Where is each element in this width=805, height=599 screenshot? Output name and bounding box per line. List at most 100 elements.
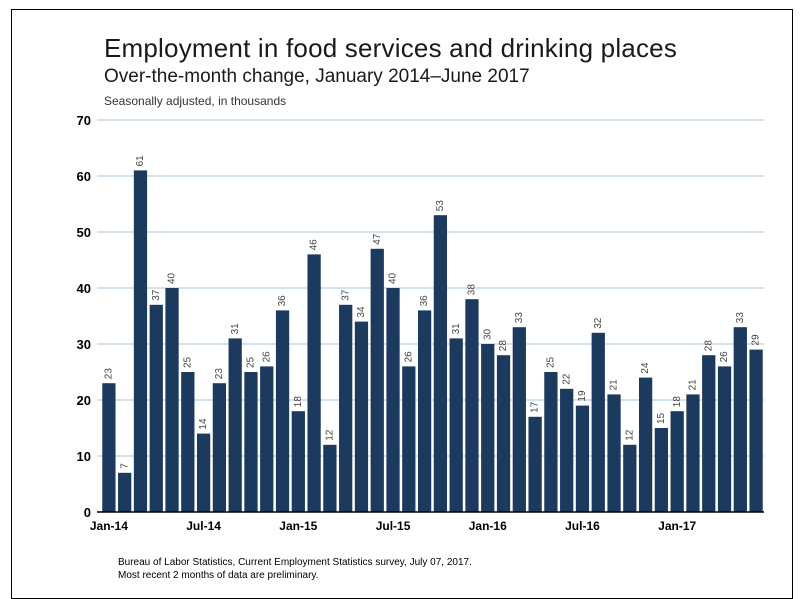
bar-Dec-16 bbox=[654, 428, 669, 512]
data-label-Feb-17: 21 bbox=[688, 379, 699, 391]
bar-Nov-16 bbox=[638, 377, 653, 512]
bar-Apr-15 bbox=[339, 304, 353, 512]
data-label-Jan-17: 18 bbox=[672, 396, 683, 408]
y-tick-label-20: 20 bbox=[77, 393, 91, 408]
bar-Feb-14 bbox=[118, 472, 132, 512]
data-label-Jul-16: 19 bbox=[577, 390, 588, 402]
bar-Jun-17 bbox=[749, 349, 763, 512]
bar-Aug-16 bbox=[591, 332, 605, 512]
source-line: Bureau of Labor Statistics, Current Empl… bbox=[118, 557, 472, 568]
bar-May-15 bbox=[354, 321, 369, 512]
bar-Dec-15 bbox=[465, 299, 479, 512]
bar-Jul-14 bbox=[196, 433, 211, 512]
data-label-Dec-14: 36 bbox=[277, 295, 288, 307]
bar-Jan-16 bbox=[481, 344, 495, 512]
bar-Mar-17 bbox=[702, 355, 716, 512]
bar-Feb-16 bbox=[496, 355, 511, 512]
data-label-Nov-15: 31 bbox=[451, 323, 462, 335]
data-label-Sep-16: 21 bbox=[609, 379, 620, 391]
bar-Dec-14 bbox=[275, 310, 290, 512]
y-tick-label-30: 30 bbox=[77, 337, 91, 352]
data-label-May-15: 34 bbox=[356, 306, 367, 318]
data-label-Aug-14: 23 bbox=[214, 368, 225, 380]
data-label-Jun-16: 22 bbox=[561, 373, 572, 385]
chart-subtitle: Over-the-month change, January 2014–June… bbox=[104, 66, 530, 87]
bar-Oct-15 bbox=[433, 215, 448, 512]
data-label-May-17: 33 bbox=[735, 312, 746, 324]
x-tick-label-Jan-14: Jan-14 bbox=[90, 519, 128, 533]
data-label-Oct-15: 53 bbox=[435, 200, 446, 212]
data-label-May-16: 25 bbox=[546, 356, 557, 368]
data-label-Jan-15: 18 bbox=[293, 396, 304, 408]
bar-Aug-14 bbox=[212, 383, 227, 512]
chart-title: Employment in food services and drinking… bbox=[104, 33, 678, 63]
data-label-Mar-16: 33 bbox=[514, 312, 525, 324]
x-tick-label-Jan-17: Jan-17 bbox=[658, 519, 696, 533]
data-label-Nov-16: 24 bbox=[640, 362, 651, 374]
data-label-Feb-15: 46 bbox=[309, 239, 320, 251]
bar-Jan-17 bbox=[670, 411, 684, 512]
bar-Mar-15 bbox=[323, 444, 337, 512]
bar-Oct-16 bbox=[623, 444, 637, 512]
data-label-Dec-16: 15 bbox=[656, 412, 667, 424]
bar-Mar-14 bbox=[133, 170, 148, 512]
bar-Apr-14 bbox=[149, 304, 163, 512]
data-label-Aug-15: 26 bbox=[403, 351, 414, 363]
data-label-Jul-15: 40 bbox=[388, 272, 399, 284]
bar-Feb-17 bbox=[686, 394, 700, 512]
preliminary-note: Most recent 2 months of data are prelimi… bbox=[118, 570, 319, 581]
bar-Jan-15 bbox=[291, 411, 305, 512]
data-label-Sep-15: 36 bbox=[419, 295, 430, 307]
data-label-Jul-14: 14 bbox=[198, 418, 209, 430]
bar-May-14 bbox=[165, 288, 179, 512]
data-label-Apr-14: 37 bbox=[151, 289, 162, 301]
data-label-Jun-15: 47 bbox=[372, 233, 383, 245]
data-label-Jun-14: 25 bbox=[182, 356, 193, 368]
units-note: Seasonally adjusted, in thousands bbox=[104, 94, 287, 108]
data-label-Jan-14: 23 bbox=[104, 368, 115, 380]
bar-Jun-15 bbox=[370, 248, 384, 513]
x-tick-label-Jul-16: Jul-16 bbox=[565, 519, 600, 533]
source-note: Bureau of Labor Statistics, Current Empl… bbox=[118, 556, 472, 582]
data-label-Mar-15: 12 bbox=[325, 429, 336, 441]
bar-Mar-16 bbox=[512, 327, 526, 512]
data-label-Feb-16: 28 bbox=[498, 340, 509, 352]
y-tick-label-70: 70 bbox=[77, 113, 91, 128]
y-tick-label-50: 50 bbox=[77, 225, 91, 240]
y-tick-label-10: 10 bbox=[77, 449, 91, 464]
bar-Nov-15 bbox=[449, 338, 463, 512]
x-tick-label-Jan-15: Jan-15 bbox=[279, 519, 317, 533]
data-label-Aug-16: 32 bbox=[593, 317, 604, 329]
bar-Sep-14 bbox=[228, 338, 242, 512]
x-tick-label-Jan-16: Jan-16 bbox=[469, 519, 507, 533]
data-label-Jun-17: 29 bbox=[751, 334, 762, 346]
bar-Sep-16 bbox=[607, 394, 621, 512]
bar-Jul-16 bbox=[575, 405, 590, 512]
data-label-Jan-16: 30 bbox=[482, 328, 493, 340]
bar-Sep-15 bbox=[417, 310, 432, 512]
x-tick-label-Jul-14: Jul-14 bbox=[186, 519, 221, 533]
data-label-Oct-14: 25 bbox=[246, 356, 257, 368]
y-tick-label-60: 60 bbox=[77, 169, 91, 184]
bar-Oct-14 bbox=[244, 372, 258, 512]
y-tick-label-40: 40 bbox=[77, 281, 91, 296]
bar-Nov-14 bbox=[260, 366, 274, 512]
bar-Feb-15 bbox=[307, 254, 321, 512]
bar-Apr-16 bbox=[528, 416, 542, 512]
bar-Jun-14 bbox=[181, 372, 195, 512]
data-label-Feb-14: 7 bbox=[119, 463, 130, 469]
bar-Jul-15 bbox=[386, 288, 400, 512]
x-tick-label-Jul-15: Jul-15 bbox=[376, 519, 411, 533]
data-label-Apr-15: 37 bbox=[340, 289, 351, 301]
bar-Aug-15 bbox=[402, 366, 416, 512]
data-label-Nov-14: 26 bbox=[261, 351, 272, 363]
bar-Jun-16 bbox=[560, 388, 574, 512]
y-tick-label-0: 0 bbox=[84, 505, 91, 520]
data-label-Apr-17: 26 bbox=[719, 351, 730, 363]
data-label-Dec-15: 38 bbox=[467, 284, 478, 296]
data-label-Mar-17: 28 bbox=[703, 340, 714, 352]
data-label-Oct-16: 12 bbox=[624, 429, 635, 441]
bar-Apr-17 bbox=[717, 366, 732, 512]
bar-Jan-14 bbox=[102, 383, 116, 512]
